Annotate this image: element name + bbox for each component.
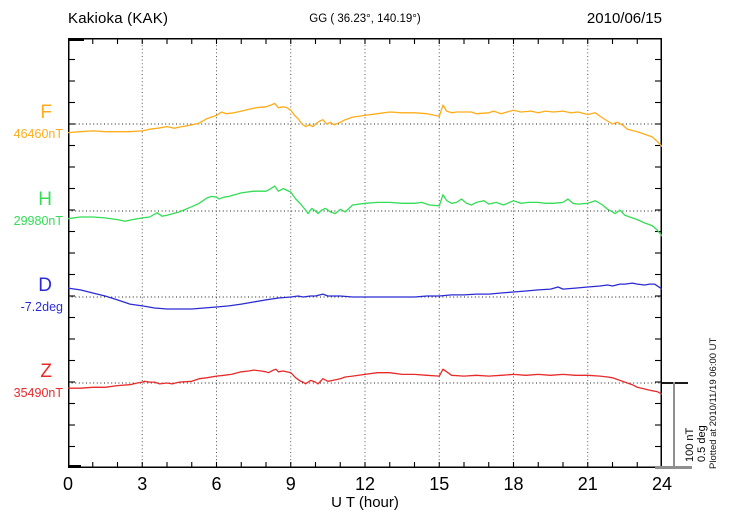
x-tick-label: 0	[62, 474, 73, 494]
plotted-at-note: Plotted at 2010/11/19 06:00 UT	[708, 337, 719, 469]
trace-h	[68, 185, 662, 237]
scale-bar-nt-label: 100 nT	[684, 427, 696, 462]
channel-baseline-z: 35490nT	[13, 386, 63, 400]
x-tick-label: 21	[577, 474, 598, 494]
x-axis-title: U T (hour)	[331, 494, 399, 511]
x-tick-label: 15	[429, 474, 450, 494]
channel-label-z: Z	[40, 361, 52, 382]
scale-bar-bottom-cap	[655, 466, 692, 469]
x-tick-label: 3	[137, 474, 148, 494]
station-title: Kakioka (KAK)	[68, 10, 169, 27]
scale-bar	[673, 382, 675, 468]
plot-frame	[68, 38, 662, 468]
trace-d	[68, 282, 662, 310]
geographic-coordinates: GG ( 36.23°, 140.19°)	[309, 13, 421, 25]
channel-baseline-h: 29980nT	[13, 214, 63, 228]
scale-bar-deg-label: 0.5 deg	[696, 425, 708, 462]
plot-date: 2010/06/15	[586, 10, 662, 27]
channel-label-h: H	[38, 189, 52, 210]
x-tick-label: 18	[503, 474, 524, 494]
x-tick-label: 6	[211, 474, 222, 494]
plot-area	[68, 38, 662, 468]
scale-bar-top-cap	[662, 382, 688, 384]
channel-label-f: F	[40, 102, 52, 123]
magnetogram-chart	[68, 38, 662, 468]
trace-f	[68, 102, 662, 148]
channel-baseline-f: 46460nT	[13, 127, 63, 141]
x-tick-label: 9	[285, 474, 296, 494]
x-tick-label: 24	[651, 474, 673, 494]
channel-baseline-d: -7.2deg	[20, 300, 63, 314]
scale-bar-labels: 100 nT 0.5 deg	[684, 425, 708, 462]
trace-z	[68, 368, 662, 395]
channel-label-d: D	[38, 275, 52, 296]
x-tick-label: 12	[354, 474, 376, 494]
